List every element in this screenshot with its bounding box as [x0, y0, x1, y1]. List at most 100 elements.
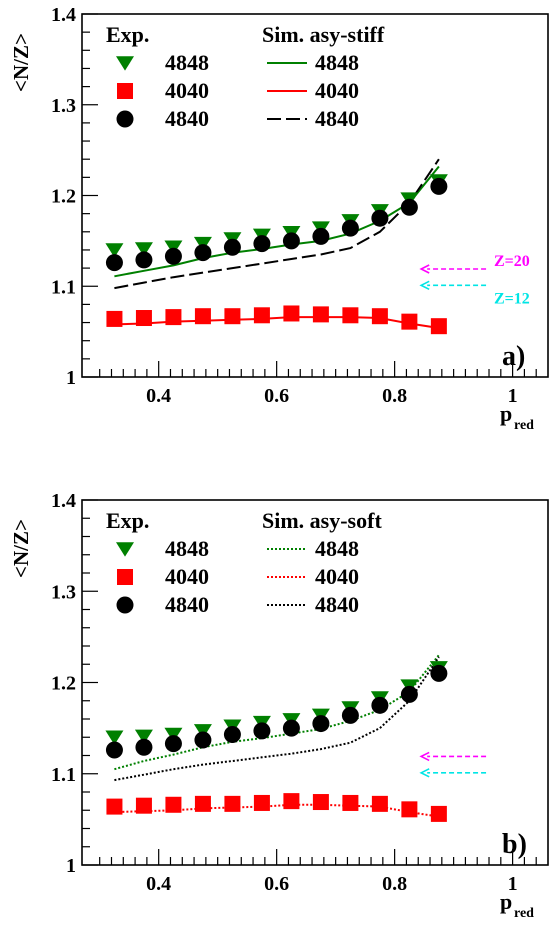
sim-curve-4848 [114, 654, 440, 771]
exp-point-4848 [164, 727, 183, 743]
exp-point-4840 [223, 238, 241, 256]
arrow-label: Z=12 [494, 290, 530, 307]
y-tick-label: 1.3 [51, 581, 76, 603]
legend-label-exp-4840: 4840 [165, 106, 209, 131]
legend-sim-header: Sim. asy-stiff [262, 22, 385, 47]
x-axis-label-sub: red [514, 906, 534, 921]
exp-point-4848 [105, 730, 124, 745]
exp-point-4840 [400, 198, 418, 216]
panel-b: 1 1.1 1.2 1.3 1.4 0.4 0.6 0.8 1 <N/Z> p red Exp. Sim.… [9, 490, 549, 921]
x-tick-label: 0.6 [264, 385, 289, 407]
exp-point-4848 [164, 240, 183, 255]
arrow-head [419, 768, 430, 778]
legend-label-sim-4040: 4040 [315, 564, 359, 589]
exp-point-4848 [193, 724, 212, 739]
exp-point-4840 [430, 664, 448, 682]
exp-point-4840 [164, 735, 182, 753]
exp-point-4040 [401, 801, 418, 818]
exp-point-4040 [342, 307, 359, 324]
exp-point-4840 [223, 726, 241, 744]
x-tick-label: 1 [508, 873, 518, 895]
legend-label-exp-4848: 4848 [165, 50, 209, 75]
y-tick-label: 1.4 [51, 4, 76, 26]
legend-label-sim-4840: 4840 [315, 592, 359, 617]
exp-point-4840 [135, 738, 153, 756]
panel-label: b) [502, 829, 527, 860]
exp-point-4840 [282, 232, 300, 250]
legend-label-sim-4848: 4848 [315, 536, 359, 561]
exp-point-4040 [401, 313, 418, 330]
legend-label-sim-4848: 4848 [315, 50, 359, 75]
arrow-label: Z=20 [494, 253, 530, 270]
exp-point-4840 [253, 235, 271, 253]
panel-label: a) [502, 341, 525, 372]
exp-point-4840 [400, 685, 418, 703]
y-tick-label: 1.2 [51, 186, 76, 208]
arrow-head [419, 751, 430, 762]
exp-point-4040 [371, 308, 388, 325]
x-tick-label: 0.6 [264, 873, 289, 895]
exp-point-4040 [283, 305, 300, 322]
legend-marker-4040 [117, 83, 133, 99]
exp-point-4840 [135, 251, 153, 269]
exp-point-4840 [194, 731, 212, 749]
legend-label-sim-4840: 4840 [315, 106, 359, 131]
legend-marker-4848 [116, 542, 134, 557]
legend-label-exp-4040: 4040 [165, 564, 209, 589]
y-tick-label: 1.2 [51, 673, 76, 695]
arrow-head [419, 280, 430, 291]
exp-point-4848 [193, 236, 212, 252]
exp-point-4840 [282, 719, 300, 737]
x-tick-label: 0.8 [382, 385, 407, 407]
exp-point-4040 [194, 795, 211, 812]
x-axis-label: p [500, 889, 512, 914]
panel-a: 1 1.1 1.2 1.3 1.4 0.4 0.6 0.8 1 <N/Z> p red Z=20 Z=12… [9, 4, 549, 433]
y-tick-label: 1.4 [51, 490, 76, 512]
exp-point-4040 [253, 794, 270, 811]
x-axis-label: p [500, 401, 512, 426]
exp-point-4840 [164, 247, 182, 265]
exp-point-4848 [134, 242, 153, 257]
exp-point-4848 [105, 243, 124, 258]
exp-point-4040 [283, 793, 300, 810]
exp-point-4040 [312, 794, 329, 811]
y-tick-label: 1 [66, 367, 76, 389]
legend-label-sim-4040: 4040 [315, 78, 359, 103]
y-tick-label: 1.1 [51, 764, 76, 786]
exp-point-4840 [253, 722, 271, 740]
x-tick-label: 0.8 [382, 873, 407, 895]
legend-marker-4848 [116, 56, 134, 71]
exp-point-4040 [224, 308, 241, 325]
exp-point-4040 [194, 308, 211, 325]
legend-label-exp-4848: 4848 [165, 536, 209, 561]
exp-point-4040 [224, 795, 241, 812]
exp-point-4040 [430, 805, 447, 822]
exp-point-4840 [341, 219, 359, 237]
exp-point-4040 [371, 795, 388, 812]
exp-point-4840 [194, 244, 212, 262]
legend-marker-4840 [116, 596, 134, 614]
legend-sim-header: Sim. asy-soft [262, 508, 382, 533]
arrow-head [419, 264, 430, 274]
x-tick-label: 1 [508, 385, 518, 407]
legend-marker-4040 [117, 569, 133, 585]
x-tick-label: 0.4 [146, 873, 171, 895]
legend-label-exp-4840: 4840 [165, 592, 209, 617]
legend-exp-header: Exp. [106, 508, 149, 533]
exp-point-4040 [165, 796, 182, 813]
sim-curve-4840 [114, 656, 440, 782]
exp-point-4840 [105, 254, 123, 272]
legend-label-exp-4040: 4040 [165, 78, 209, 103]
exp-point-4840 [312, 715, 330, 733]
exp-point-4840 [341, 706, 359, 724]
exp-point-4840 [312, 227, 330, 245]
x-axis-label-sub: red [514, 418, 534, 433]
exp-point-4040 [342, 794, 359, 811]
exp-point-4848 [134, 729, 153, 744]
exp-point-4040 [430, 318, 447, 335]
sim-curve-4840 [114, 158, 440, 290]
exp-point-4040 [106, 798, 123, 815]
exp-point-4040 [253, 307, 270, 324]
exp-point-4840 [371, 696, 389, 714]
